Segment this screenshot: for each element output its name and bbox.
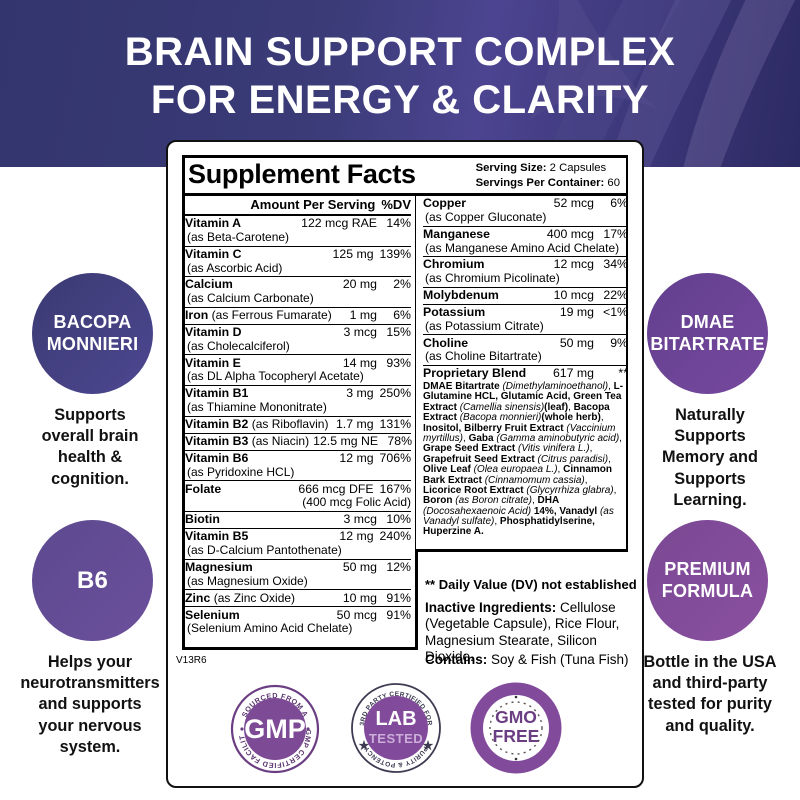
- svg-text:TESTED: TESTED: [369, 731, 423, 746]
- svg-text:FREE: FREE: [493, 726, 540, 746]
- svg-text:LAB: LAB: [375, 708, 416, 730]
- svg-text:GMP: GMP: [244, 714, 306, 744]
- svg-text:GMO: GMO: [495, 707, 537, 727]
